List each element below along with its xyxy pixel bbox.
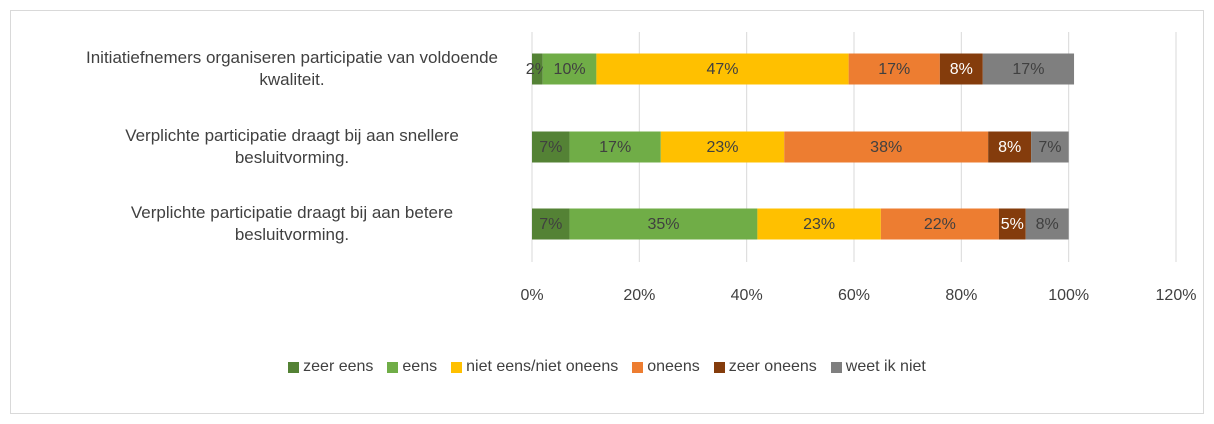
bar-segment [998,208,1026,240]
bar-segment [532,208,570,240]
data-label: 38% [870,139,902,156]
x-tick-label: 20% [623,287,655,304]
data-label: 22% [924,216,956,233]
legend-label: zeer eens [303,358,374,375]
x-tick-label: 0% [520,287,543,304]
data-label: 17% [878,61,910,78]
bar-segment [982,53,1075,85]
data-label: 7% [539,216,562,233]
data-label: 7% [1038,139,1061,156]
x-tick-label: 60% [838,287,870,304]
bar-segment [532,131,570,163]
legend-swatch [632,361,644,373]
legend-item: oneens [632,358,700,376]
bar-segment [1025,208,1069,240]
bar-segment [848,53,940,85]
data-label: 8% [950,61,973,78]
category-label: Verplichte participatie draagt bij aan b… [130,203,454,244]
legend-label: zeer oneens [728,358,817,375]
data-label: 5% [1001,216,1024,233]
bar-segment [939,53,983,85]
legend: zeer eens eens niet eens/niet oneens oneens… [0,358,1214,376]
bar-segment [532,53,543,85]
bar-segment [784,131,989,163]
legend-item: weet ik niet [830,358,926,376]
data-label: 8% [998,139,1021,156]
data-label: 7% [539,139,562,156]
bar-segment [1031,131,1069,163]
legend-swatch [713,361,725,373]
bar-segment [660,131,785,163]
bar-segment [880,208,999,240]
x-tick-label: 80% [945,287,977,304]
data-label: 47% [707,61,739,78]
bar-segment [569,131,661,163]
data-label: 23% [803,216,835,233]
bar-segment [988,131,1032,163]
data-label: 35% [647,216,679,233]
legend-swatch [288,361,300,373]
legend-label: niet eens/niet oneens [466,358,619,375]
legend-item: niet eens/niet oneens [451,358,618,376]
bar-segment [757,208,881,240]
chart-border [10,10,1204,414]
legend-item: zeer oneens [713,358,817,376]
legend-label: oneens [647,358,700,375]
x-tick-label: 120% [1156,287,1197,304]
bar-segment [542,53,597,85]
data-label: 10% [554,61,586,78]
x-tick-label: 100% [1048,287,1089,304]
category-label: Initiatiefnemers organiseren participati… [85,48,499,89]
data-label: 17% [1012,61,1044,78]
legend-label: eens [402,358,438,375]
data-label: 17% [599,139,631,156]
legend-swatch [451,361,463,373]
legend-item: eens [387,358,437,376]
legend-swatch [830,361,842,373]
data-label: 8% [1036,216,1059,233]
bar-segment [569,208,758,240]
bar-segment [596,53,849,85]
category-label: Verplichte participatie draagt bij aan s… [125,126,459,167]
legend-label: weet ik niet [845,358,926,375]
x-tick-label: 40% [731,287,763,304]
legend-swatch [387,361,399,373]
legend-item: zeer eens [288,358,373,376]
data-label: 23% [707,139,739,156]
